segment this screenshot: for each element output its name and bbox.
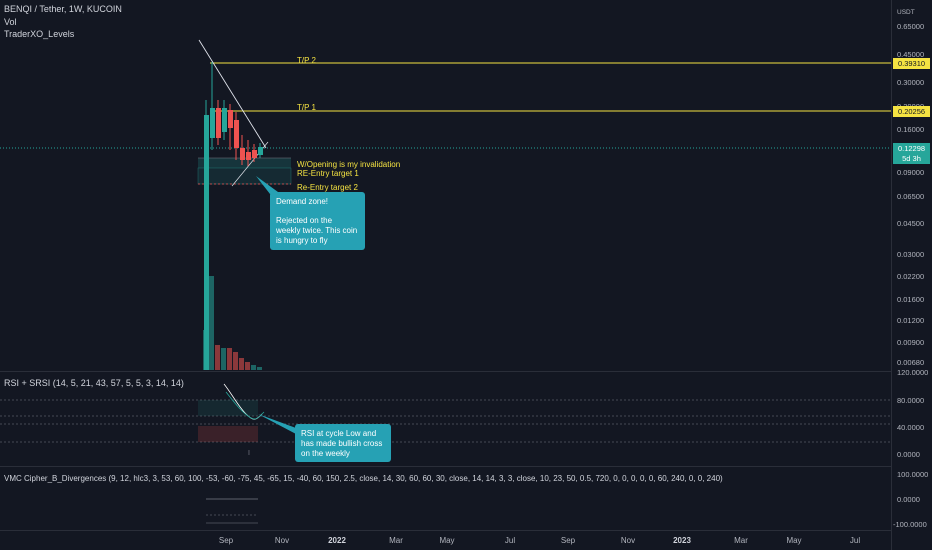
vmc-indicator-label[interactable]: VMC Cipher_B_Divergences (9, 12, hlc3, 3… bbox=[4, 474, 723, 483]
volume-bars bbox=[203, 276, 262, 370]
invalidation-label: W/Opening is my invalidation bbox=[297, 160, 401, 169]
symbol-title[interactable]: BENQI / Tether, 1W, KUCOIN bbox=[4, 4, 122, 14]
rsi-callout[interactable]: RSI at cycle Low and has made bullish cr… bbox=[295, 424, 391, 462]
time-axis-label: Jul bbox=[504, 536, 516, 545]
time-axis-label: Sep bbox=[218, 536, 234, 545]
price-axis-currency: USDT bbox=[897, 9, 915, 16]
vmc-axis-100: 100.0000 bbox=[897, 470, 929, 479]
rsi-callout-line2: has made bullish cross bbox=[301, 439, 383, 448]
rsi-axis-40: 40.0000 bbox=[897, 423, 925, 432]
demand-callout-line2: Rejected on the bbox=[276, 216, 333, 225]
tp2-label: T/P 2 bbox=[297, 56, 316, 65]
rsi-axis-80: 80.0000 bbox=[897, 396, 925, 405]
demand-callout-line4: is hungry to fly bbox=[276, 236, 328, 245]
rsi-pane-divider[interactable] bbox=[0, 371, 891, 372]
vmc-pane-divider[interactable] bbox=[0, 466, 891, 467]
vol-indicator-label[interactable]: Vol bbox=[4, 17, 17, 27]
current-price-tag: 0.12298 bbox=[893, 143, 930, 154]
price-axis-label: 0.16000 bbox=[897, 125, 925, 134]
reentry1-label: RE-Entry target 1 bbox=[297, 169, 359, 178]
price-axis-label: 0.45000 bbox=[897, 50, 925, 59]
time-axis-label: Nov bbox=[620, 536, 636, 545]
time-axis-label: 2023 bbox=[673, 536, 691, 545]
price-chart[interactable] bbox=[0, 0, 891, 370]
demand-callout-line1: Demand zone! bbox=[276, 197, 329, 206]
rsi-axis-0: 0.0000 bbox=[897, 450, 920, 459]
rsi-callout-line1: RSI at cycle Low and bbox=[301, 429, 377, 438]
tp2-price-tag: 0.39310 bbox=[893, 58, 930, 69]
rsi-callout-line3: on the weekly bbox=[301, 449, 350, 458]
tp1-label: T/P 1 bbox=[297, 103, 316, 112]
price-axis-label: 0.06500 bbox=[897, 192, 925, 201]
vmc-axis-neg100: -100.0000 bbox=[893, 520, 927, 529]
time-axis-label: 2022 bbox=[328, 536, 346, 545]
demand-zone bbox=[197, 167, 292, 185]
time-axis-border bbox=[0, 530, 891, 531]
price-axis-label: 0.30000 bbox=[897, 78, 925, 87]
rsi-axis-120: 120.0000 bbox=[897, 368, 929, 377]
demand-callout-pointer bbox=[256, 176, 278, 194]
vmc-axis-0: 0.0000 bbox=[897, 495, 920, 504]
traderxo-levels-label[interactable]: TraderXO_Levels bbox=[4, 29, 75, 39]
time-axis-label: Mar bbox=[734, 536, 748, 545]
price-axis-label: 0.00900 bbox=[897, 338, 925, 347]
time-axis-label: May bbox=[439, 536, 455, 545]
time-axis-label: Jul bbox=[849, 536, 861, 545]
vmc-chart[interactable] bbox=[0, 467, 891, 529]
rsi-indicator-label[interactable]: RSI + SRSI (14, 5, 21, 43, 57, 5, 5, 3, … bbox=[4, 378, 184, 388]
price-axis-label: 0.09000 bbox=[897, 168, 925, 177]
price-axis-label: 0.00680 bbox=[897, 358, 925, 367]
price-axis-label: 0.03000 bbox=[897, 250, 925, 259]
price-candles bbox=[204, 62, 263, 370]
price-axis-label: 0.65000 bbox=[897, 22, 925, 31]
rsi-signal-marker: I bbox=[248, 450, 250, 457]
demand-zone-callout[interactable]: Demand zone! Rejected on the weekly twic… bbox=[270, 192, 365, 250]
rsi-callout-pointer bbox=[258, 414, 296, 434]
price-axis-label: 0.01200 bbox=[897, 316, 925, 325]
invalidation-zone bbox=[198, 158, 291, 168]
price-axis-label: 0.01600 bbox=[897, 295, 925, 304]
price-axis-label: 0.04500 bbox=[897, 219, 925, 228]
rsi-chart[interactable] bbox=[0, 372, 891, 466]
time-axis-label: Nov bbox=[274, 536, 290, 545]
demand-callout-line3: weekly twice. This coin bbox=[276, 226, 358, 235]
reentry2-label: Re-Entry target 2 bbox=[297, 183, 358, 192]
trend-line bbox=[198, 39, 267, 149]
time-axis-label: May bbox=[786, 536, 802, 545]
time-axis-label: Sep bbox=[560, 536, 576, 545]
tp1-price-tag: 0.20256 bbox=[893, 106, 930, 117]
bar-countdown-tag: 5d 3h bbox=[893, 153, 930, 164]
price-axis-label: 0.02200 bbox=[897, 272, 925, 281]
price-axis-border bbox=[891, 0, 892, 550]
time-axis-label: Mar bbox=[389, 536, 403, 545]
